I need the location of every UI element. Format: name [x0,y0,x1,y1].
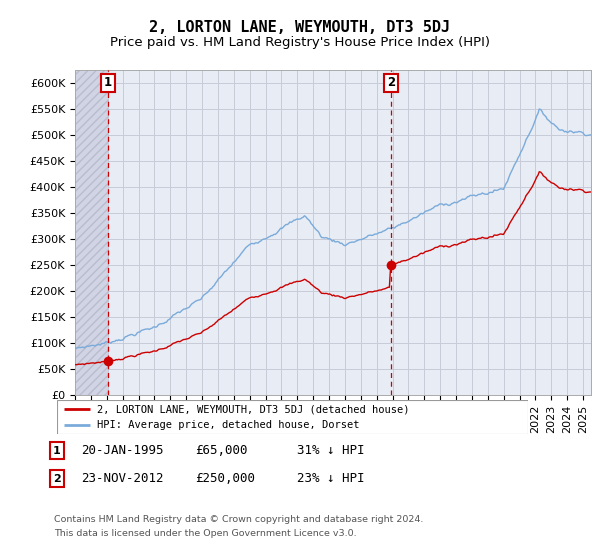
Text: 31% ↓ HPI: 31% ↓ HPI [297,444,365,458]
Text: This data is licensed under the Open Government Licence v3.0.: This data is licensed under the Open Gov… [54,529,356,538]
Text: 2: 2 [387,77,395,90]
Bar [75,70,107,395]
Text: 2: 2 [53,474,61,484]
Text: HPI: Average price, detached house, Dorset: HPI: Average price, detached house, Dors… [97,420,359,430]
Text: £250,000: £250,000 [195,472,255,486]
Text: 23% ↓ HPI: 23% ↓ HPI [297,472,365,486]
Text: 1: 1 [103,77,112,90]
Text: 2, LORTON LANE, WEYMOUTH, DT3 5DJ: 2, LORTON LANE, WEYMOUTH, DT3 5DJ [149,20,451,35]
Text: Contains HM Land Registry data © Crown copyright and database right 2024.: Contains HM Land Registry data © Crown c… [54,515,424,524]
Text: £65,000: £65,000 [195,444,248,458]
Text: Price paid vs. HM Land Registry's House Price Index (HPI): Price paid vs. HM Land Registry's House … [110,36,490,49]
Text: 23-NOV-2012: 23-NOV-2012 [81,472,163,486]
Text: 20-JAN-1995: 20-JAN-1995 [81,444,163,458]
Text: 1: 1 [53,446,61,456]
Text: 2, LORTON LANE, WEYMOUTH, DT3 5DJ (detached house): 2, LORTON LANE, WEYMOUTH, DT3 5DJ (detac… [97,404,410,414]
